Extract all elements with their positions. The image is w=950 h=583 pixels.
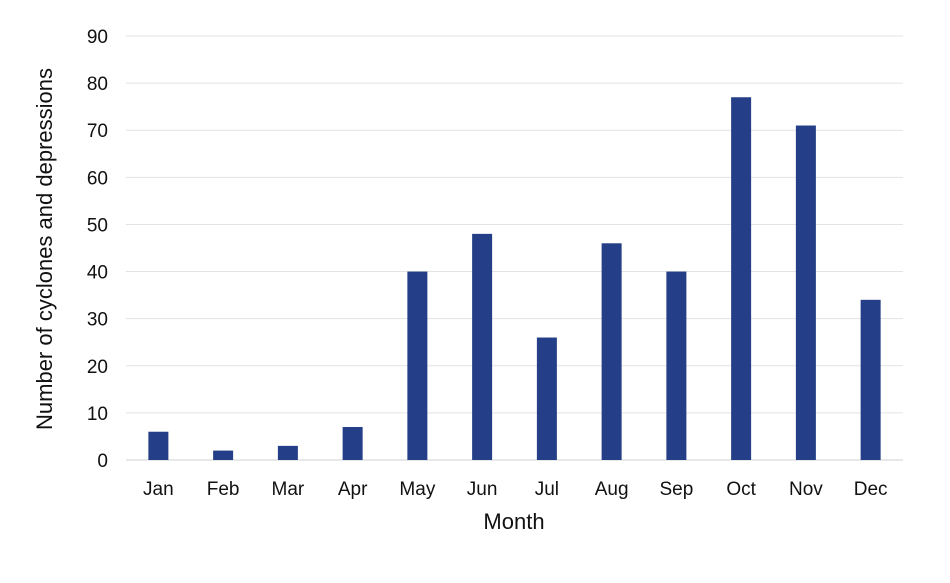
x-tick-label: Oct [726,479,756,500]
x-tick-label: Sep [659,479,693,500]
x-tick-label: Nov [789,479,823,500]
x-tick-label: Aug [595,479,629,500]
gridlines [126,35,903,461]
x-tick-label: Feb [207,479,240,500]
x-tick-label: May [399,479,435,500]
y-tick-label: 20 [87,357,108,378]
bar-may [407,271,428,460]
x-tick-label: Jun [467,479,498,500]
bar-dec [860,299,881,460]
x-tick-label: Jul [535,479,559,500]
bar-nov [795,125,816,460]
x-tick-label: Dec [854,479,888,500]
bar-jan [148,431,169,460]
y-axis-title: Number of cyclones and depressions [32,68,57,430]
bar-jul [536,337,557,460]
y-axis-ticks: 0 10 20 30 40 50 60 70 80 90 [87,27,108,472]
x-tick-label: Jan [143,479,174,500]
x-axis-title: Month [483,509,544,534]
bars [148,97,881,460]
bar-aug [601,243,622,460]
y-tick-label: 0 [97,451,108,472]
x-axis-ticks: Jan Feb Mar Apr May Jun Jul Aug Sep Oct Nov Dec [143,479,887,500]
bar-feb [213,450,234,460]
bar-sep [666,271,687,460]
y-tick-label: 30 [87,310,108,331]
y-tick-label: 70 [87,121,108,142]
bar-apr [342,427,363,460]
x-tick-label: Mar [272,479,305,500]
y-tick-label: 60 [87,168,108,189]
y-tick-label: 40 [87,263,108,284]
bar-jun [472,233,493,460]
y-tick-label: 50 [87,215,108,236]
bar-oct [731,97,752,460]
bar-mar [277,445,298,460]
y-tick-label: 80 [87,74,108,95]
x-tick-label: Apr [338,479,368,500]
y-tick-label: 10 [87,404,108,425]
y-tick-label: 90 [87,27,108,48]
